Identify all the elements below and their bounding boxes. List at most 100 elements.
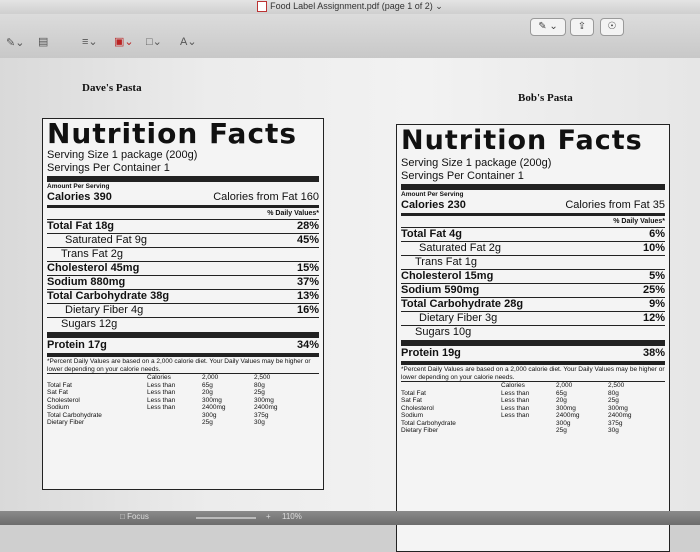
nutrient-dv: 5%	[649, 270, 665, 282]
share-button[interactable]: ⇪	[570, 18, 594, 36]
footer-header-cell: Calories	[501, 382, 525, 389]
nutrient-row: Dietary Fiber 4g 16%	[47, 304, 319, 317]
nutrient-row: Trans Fat 1g	[401, 256, 665, 269]
protein-dv: 34%	[296, 339, 319, 351]
nutrient-name: Saturated Fat 9g	[65, 234, 147, 246]
footer-cell: 30g	[254, 419, 265, 426]
footer-cell: 2400mg	[556, 412, 580, 419]
pdf-page: Dave's Pasta Nutrition Facts Serving Siz…	[0, 58, 700, 552]
nutrient-row: Trans Fat 2g	[47, 248, 319, 261]
footer-cell: 20g	[202, 389, 213, 396]
protein-dv: 38%	[642, 347, 665, 359]
nutrient-dv: 10%	[642, 242, 665, 254]
servings-per-container: Servings Per Container 1	[401, 170, 665, 183]
calories: Calories 390	[47, 191, 112, 203]
nutrient-dv: 25%	[642, 284, 665, 296]
nutrient-dv: 13%	[296, 290, 319, 302]
window-title: Food Label Assignment.pdf (page 1 of 2)	[270, 1, 433, 11]
divider	[47, 317, 319, 318]
amount-per-serving-text: Amount Per Serving	[401, 191, 464, 198]
protein-row: Protein 17g 34%	[47, 339, 319, 352]
footer-cell: Total Carbohydrate	[401, 419, 456, 427]
footer-cell: 375g	[608, 419, 623, 427]
footer-cell: 25g	[202, 419, 213, 426]
markup-pen-button[interactable]: ✎ ⌄	[530, 18, 566, 36]
footer-cell: Cholesterol	[401, 404, 434, 412]
share-icon: ⇪	[577, 21, 587, 32]
divider	[47, 332, 319, 338]
nutrient-name: Cholesterol 15mg	[401, 270, 494, 282]
footer-cell: 300g	[202, 411, 217, 419]
zoom-in-icon[interactable]: +	[266, 512, 271, 521]
footer-cell: Total Fat	[47, 381, 72, 389]
annotate-pen-icon[interactable]: ✎⌄	[6, 37, 25, 49]
footer-header-cell: 2,500	[254, 374, 271, 381]
footer-cell: Sodium	[47, 404, 70, 411]
divider	[47, 275, 319, 276]
divider	[47, 219, 319, 220]
amount-per-serving-text: Amount Per Serving	[47, 183, 110, 190]
divider	[401, 297, 665, 298]
zoom-slider[interactable]	[196, 517, 256, 519]
footer-cell	[147, 419, 202, 427]
shape-color-icon[interactable]: ▣⌄	[114, 36, 134, 48]
nutrient-name: Sodium 590mg	[401, 284, 480, 296]
align-menu-icon[interactable]: ≡⌄	[82, 36, 98, 48]
footnote: *Percent Daily Values are based on a 2,0…	[47, 358, 311, 373]
footer-cell: Less than	[501, 397, 530, 404]
divider	[47, 353, 319, 357]
footer-cell: Dietary Fiber	[401, 427, 439, 434]
text-style-button[interactable]: A⌄	[180, 36, 197, 48]
footer-cell: Less than	[147, 381, 176, 389]
divider	[401, 283, 665, 284]
markup-toolbar-button[interactable]: ☉	[600, 18, 624, 36]
title-chevron-icon[interactable]: ⌄	[435, 1, 443, 11]
divider	[47, 176, 319, 182]
footer-cell: Less than	[501, 404, 530, 412]
nutrient-row: Total Fat 4g 6%	[401, 228, 665, 241]
footer-cell: Sat Fat	[47, 389, 68, 396]
nutrient-name: Saturated Fat 2g	[419, 242, 501, 254]
footer-cell: 80g	[254, 381, 265, 389]
protein-row: Protein 19g 38%	[401, 347, 665, 360]
border-style-icon[interactable]: □⌄	[146, 36, 162, 48]
nutrient-row: Sodium 880mg 37%	[47, 276, 319, 289]
sidebar-toggle-icon[interactable]: ▤	[38, 36, 49, 48]
footer-grid: Calories 2,000 2,500 Total Fat Less than 65g 8…	[401, 382, 665, 435]
nutrient-dv: 12%	[642, 312, 665, 324]
pen-icon: ✎	[538, 21, 547, 32]
nutrient-name: Sodium 880mg	[47, 276, 126, 288]
nutrient-dv: 16%	[296, 304, 319, 316]
nutrient-row: Dietary Fiber 3g 12%	[401, 312, 665, 325]
footer-cell	[501, 420, 556, 428]
nutrient-name: Sugars 12g	[61, 318, 118, 330]
nutrient-name: Trans Fat 2g	[61, 248, 123, 260]
divider	[47, 261, 319, 262]
nutrient-name: Dietary Fiber 3g	[419, 312, 498, 324]
divider	[401, 213, 665, 216]
divider	[401, 361, 665, 365]
focus-button[interactable]: □ Focus	[120, 512, 149, 521]
footer-cell: 300mg	[608, 404, 628, 412]
footer-header-cell: 2,500	[608, 382, 625, 389]
divider	[47, 373, 319, 374]
divider	[47, 247, 319, 248]
toolbar: ✎⌄ ▤ ≡⌄ ▣⌄ □⌄ A⌄ ✎ ⌄ ⇪ ☉	[0, 14, 700, 59]
footer-cell: 300mg	[202, 396, 222, 404]
daily-value-header: % Daily Values*	[613, 218, 665, 225]
footer-cell	[147, 412, 202, 420]
nutrient-name: Dietary Fiber 4g	[65, 304, 144, 316]
nutrient-name: Trans Fat 1g	[415, 256, 477, 268]
servings-per-container: Servings Per Container 1	[47, 162, 319, 175]
divider	[401, 255, 665, 256]
nutrient-dv: 6%	[649, 228, 665, 240]
divider	[401, 325, 665, 326]
footnote: *Percent Daily Values are based on a 2,0…	[401, 366, 665, 381]
divider	[401, 241, 665, 242]
footer-cell: 30g	[608, 427, 619, 434]
footer-cell: 25g	[608, 397, 619, 404]
nutrient-name: Sugars 10g	[415, 326, 472, 338]
nutrient-dv: 15%	[296, 262, 319, 274]
footer-cell: 300mg	[556, 404, 576, 412]
serving-size: Serving Size 1 package (200g)	[47, 149, 319, 162]
